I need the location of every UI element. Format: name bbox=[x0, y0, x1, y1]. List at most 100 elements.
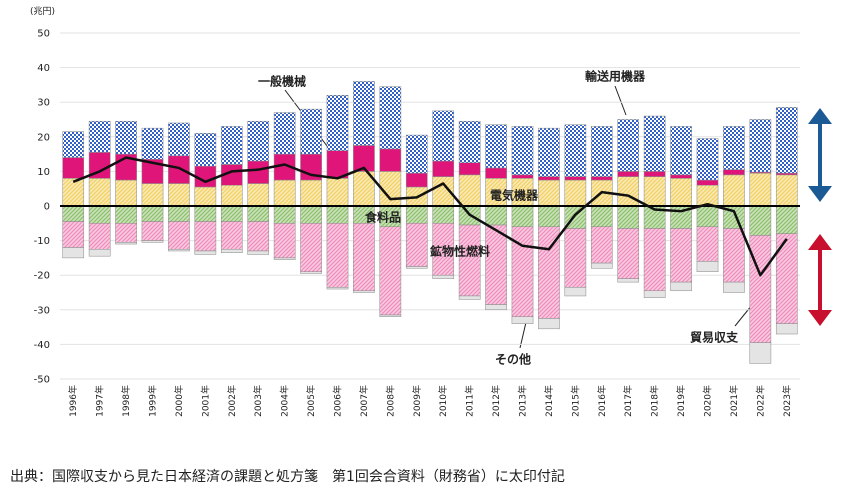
bar-segment bbox=[88, 223, 111, 250]
bar-segment bbox=[775, 323, 798, 335]
bar-segment bbox=[353, 223, 375, 292]
bar-segment bbox=[696, 205, 719, 228]
bar-segment bbox=[643, 176, 666, 207]
bar-segment bbox=[168, 155, 190, 184]
bar-segment bbox=[62, 205, 85, 222]
x-tick-label: 2004年 bbox=[279, 385, 291, 417]
x-tick-label: 1999年 bbox=[147, 385, 159, 417]
y-tick-label: 0 bbox=[44, 202, 50, 213]
bar-segment bbox=[617, 205, 640, 229]
bar-segment bbox=[62, 131, 85, 158]
bar-segment bbox=[405, 205, 428, 224]
x-tick-label: 2023年 bbox=[781, 385, 793, 417]
bar-segment bbox=[353, 290, 375, 293]
bar-segment bbox=[273, 223, 296, 259]
bar-segment bbox=[590, 226, 613, 264]
bar-segment bbox=[326, 205, 349, 224]
bar-segment bbox=[273, 205, 296, 224]
bar-segment bbox=[723, 169, 745, 176]
bar-segment bbox=[432, 205, 455, 224]
bar-segment bbox=[696, 261, 719, 272]
bar-segment bbox=[564, 287, 587, 297]
x-tick-label: 2012年 bbox=[490, 385, 502, 417]
x-tick-label: 2010年 bbox=[437, 385, 449, 417]
bar-segment bbox=[405, 172, 428, 188]
double-arrows bbox=[808, 108, 832, 326]
series-label: 食料品 bbox=[364, 210, 401, 225]
bar-segment bbox=[273, 179, 296, 207]
x-tick-label: 1997年 bbox=[94, 385, 106, 417]
bar-segment bbox=[723, 126, 745, 170]
bar-segment bbox=[247, 250, 270, 255]
x-tick-label: 2014年 bbox=[543, 385, 555, 417]
arrow-head bbox=[808, 234, 832, 250]
bar-segment bbox=[617, 119, 640, 172]
bar-segment bbox=[88, 120, 111, 153]
x-tick-label: 2006年 bbox=[332, 385, 344, 417]
bar-segment bbox=[141, 183, 164, 207]
x-tick-label: 2015年 bbox=[569, 385, 581, 417]
bar-segment bbox=[590, 176, 613, 181]
bar-segment bbox=[115, 120, 137, 155]
bar-segment bbox=[590, 205, 613, 228]
bar-segment bbox=[168, 221, 190, 250]
bar-segment bbox=[696, 138, 719, 181]
bar-segment bbox=[379, 226, 402, 316]
bar-segment bbox=[643, 228, 666, 292]
bar-segment bbox=[141, 221, 164, 241]
arrow-head bbox=[808, 310, 832, 326]
bar-segment bbox=[141, 205, 164, 222]
x-tick-label: 2022年 bbox=[754, 385, 766, 417]
bar-segment bbox=[749, 172, 772, 207]
bar-segment bbox=[485, 224, 507, 305]
bar-segment bbox=[247, 205, 270, 222]
bar-segment bbox=[115, 242, 137, 245]
bar-segment bbox=[220, 221, 243, 250]
series-label: 輸送用機器 bbox=[585, 69, 646, 84]
bar-segment bbox=[643, 171, 666, 177]
bar-segment bbox=[168, 183, 190, 207]
bar-segment bbox=[696, 226, 719, 262]
bar-segment bbox=[194, 186, 217, 207]
bar-segment bbox=[88, 249, 111, 257]
source-note: 出典：国際収支から見た日本経済の課題と処方箋 第1回会合資料（財務省）に太印付記 bbox=[10, 468, 565, 485]
series-label: 鉱物性燃料 bbox=[430, 244, 490, 259]
x-tick-label: 2016年 bbox=[596, 385, 608, 417]
bar-segment bbox=[458, 162, 481, 176]
bar-segment bbox=[564, 228, 587, 288]
bar-segment bbox=[432, 274, 455, 279]
bar-segment bbox=[485, 304, 507, 311]
bar-segment bbox=[749, 205, 772, 236]
bar-segment bbox=[458, 120, 481, 164]
bar-segment bbox=[617, 176, 640, 207]
bar-segment bbox=[617, 228, 640, 279]
bar-segment bbox=[220, 184, 243, 207]
bar-segment bbox=[247, 120, 270, 162]
bar-segment bbox=[326, 223, 349, 288]
bar-segment bbox=[670, 281, 692, 292]
bar-segment bbox=[247, 221, 270, 252]
bar-segment bbox=[300, 223, 322, 272]
series-label: その他 bbox=[495, 352, 531, 367]
bar-segment bbox=[326, 287, 349, 290]
series-label: 貿易収支 bbox=[690, 330, 739, 345]
bar-segment bbox=[220, 126, 243, 165]
bar-segment bbox=[379, 314, 402, 317]
bar-segment bbox=[617, 171, 640, 177]
bar-segment bbox=[62, 221, 85, 248]
bar-segment bbox=[273, 112, 296, 155]
bar-segment bbox=[300, 179, 322, 207]
y-tick-label: -30 bbox=[34, 305, 50, 316]
y-tick-label: 50 bbox=[37, 29, 50, 40]
bar-segment bbox=[670, 126, 692, 176]
bar-segment bbox=[617, 278, 640, 283]
x-tick-label: 2017年 bbox=[622, 385, 634, 417]
x-tick-label: 2002年 bbox=[226, 385, 238, 417]
bar-segment bbox=[458, 295, 481, 300]
x-tick-label: 1996年 bbox=[67, 385, 79, 417]
bar-segment bbox=[775, 174, 798, 207]
bar-segment bbox=[643, 115, 666, 172]
leader-line bbox=[734, 304, 753, 327]
bar-segment bbox=[194, 221, 217, 252]
bar-segment bbox=[379, 86, 402, 150]
